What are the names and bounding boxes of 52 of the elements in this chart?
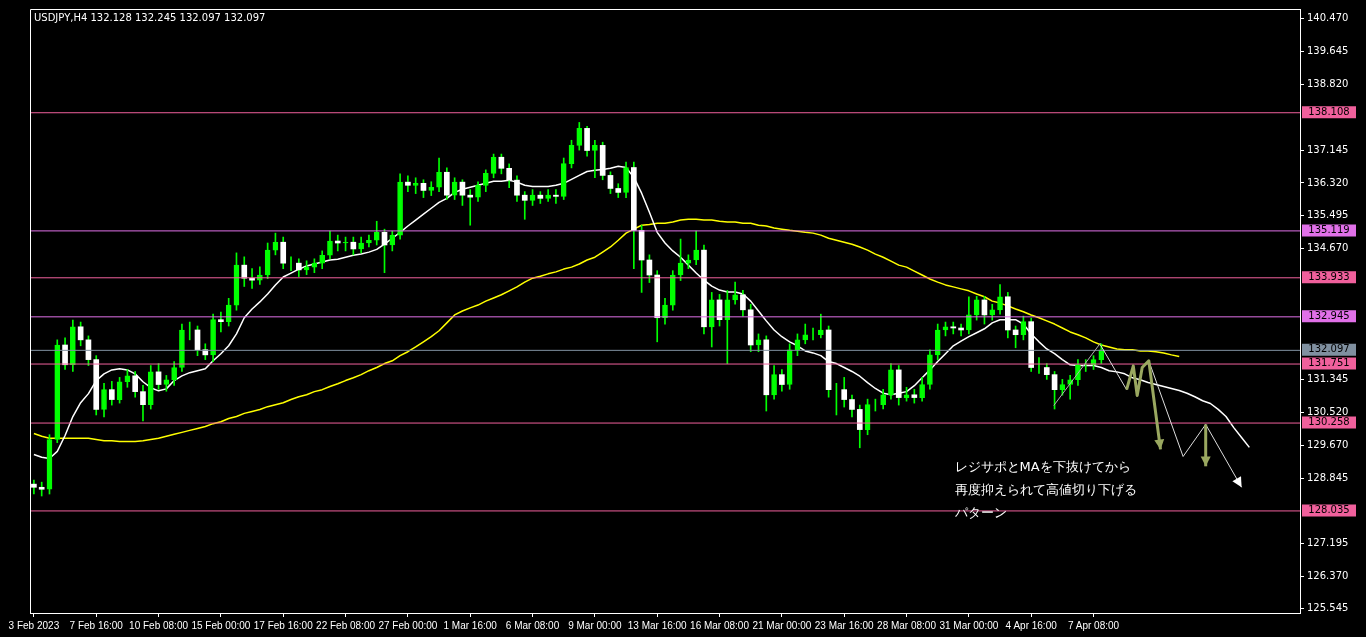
y-tick-label: 130.520 (1307, 405, 1349, 417)
x-tick-label: 7 Apr 08:00 (1067, 619, 1120, 631)
x-tick-label: 22 Feb 08:00 (316, 619, 376, 631)
ref-line-label: 132.945 (1308, 309, 1350, 321)
candlestick (38, 481, 45, 497)
chart-title: USDJPY,H4 132.128 132.245 132.097 132.097 (34, 11, 266, 23)
y-tick-label: 140.470 (1307, 12, 1349, 24)
y-tick-label: 137.145 (1307, 143, 1349, 155)
candlestick (818, 313, 824, 339)
ref-line-label: 128.035 (1308, 504, 1350, 516)
y-tick-label: 129.670 (1307, 439, 1349, 451)
y-tick-label: 134.670 (1307, 241, 1349, 253)
y-tick-label: 135.495 (1307, 209, 1349, 221)
candlestick (218, 311, 224, 333)
ref-line-label: 133.933 (1308, 270, 1350, 282)
x-tick-label: 9 Mar 00:00 (568, 619, 622, 631)
x-tick-label: 17 Feb 16:00 (253, 619, 314, 631)
candlestick (521, 191, 528, 220)
x-tick-label: 10 Feb 08:00 (129, 619, 189, 631)
x-tick-label: 21 Mar 00:00 (752, 619, 812, 631)
y-tick-label: 136.320 (1307, 176, 1349, 188)
y-tick-label: 127.195 (1307, 537, 1349, 549)
x-tick-label: 7 Feb 16:00 (69, 619, 124, 631)
x-tick-label: 15 Feb 00:00 (191, 619, 251, 631)
x-tick-label: 13 Mar 16:00 (627, 619, 688, 631)
y-tick-label: 139.645 (1307, 45, 1349, 57)
y-tick-label: 125.545 (1307, 602, 1349, 614)
candlestick (592, 139, 598, 179)
y-tick-label: 126.370 (1307, 569, 1349, 581)
candlestick (405, 175, 411, 192)
y-tick-label: 128.845 (1307, 472, 1349, 483)
x-tick-label: 28 Mar 08:00 (877, 619, 937, 631)
candlestick (553, 189, 559, 204)
x-tick-label: 23 Mar 16:00 (814, 619, 875, 631)
ref-line-label: 132.097 (1308, 343, 1350, 355)
ref-line-label: 138.108 (1308, 105, 1350, 117)
candlestick (412, 177, 419, 194)
candlestick (428, 181, 435, 196)
x-tick-label: 6 Mar 08:00 (505, 619, 560, 631)
y-tick-label: 131.345 (1307, 373, 1349, 385)
candlestick (950, 321, 957, 335)
x-tick-label: 1 Mar 16:00 (443, 619, 498, 631)
ref-line-label: 130.258 (1308, 416, 1350, 428)
x-tick-label: 27 Feb 00:00 (378, 619, 438, 631)
ref-line-label: 135.119 (1308, 223, 1350, 235)
x-tick-label: 4 Apr 16:00 (1005, 619, 1058, 631)
x-tick-label: 3 Feb 2023 (8, 619, 60, 631)
y-tick-label: 138.820 (1307, 77, 1349, 89)
x-tick-label: 31 Mar 00:00 (939, 619, 999, 631)
x-tick-label: 16 Mar 08:00 (690, 619, 750, 631)
ref-line-label: 131.751 (1308, 357, 1350, 369)
annotation: レジサポとMAを下抜けてから再度抑えられて高値切り下げるパターン (953, 459, 1137, 521)
